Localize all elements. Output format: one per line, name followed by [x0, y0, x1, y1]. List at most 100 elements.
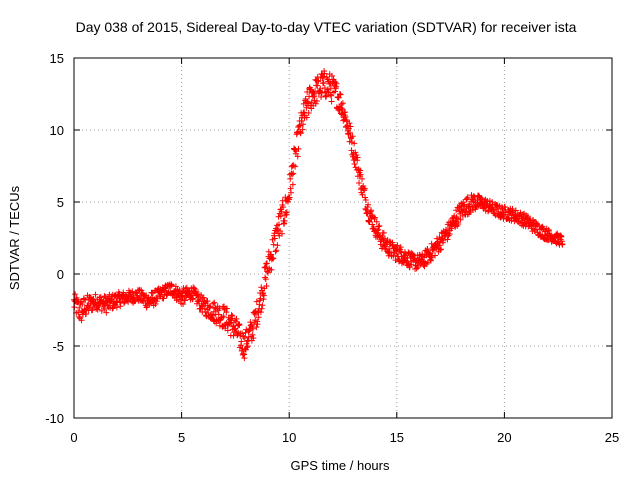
data-point: [207, 303, 214, 310]
data-point: [401, 256, 408, 263]
data-point: [242, 329, 249, 336]
data-point: [394, 250, 401, 257]
data-point: [241, 334, 248, 341]
data-point: [299, 126, 306, 133]
data-point: [294, 153, 301, 160]
data-point: [103, 309, 110, 316]
data-point: [304, 89, 311, 96]
data-point: [272, 248, 279, 255]
data-point: [261, 264, 268, 271]
data-point: [464, 194, 471, 201]
data-point: [268, 251, 275, 258]
y-tick-label: -5: [52, 339, 64, 354]
data-point: [436, 242, 443, 249]
data-point: [423, 260, 430, 267]
data-point: [290, 170, 297, 177]
y-tick-label: -10: [45, 411, 64, 426]
data-point: [318, 89, 325, 96]
data-point: [268, 266, 275, 273]
data-point: [347, 129, 354, 136]
data-point: [349, 133, 356, 140]
data-point: [317, 86, 324, 93]
data-point: [320, 73, 327, 80]
data-point: [297, 130, 304, 137]
x-tick-label: 20: [497, 430, 511, 445]
data-point: [365, 201, 372, 208]
data-point: [524, 213, 531, 220]
data-point: [240, 333, 247, 340]
data-point: [313, 97, 320, 104]
data-point: [125, 298, 132, 305]
data-point: [273, 247, 280, 254]
data-point: [342, 113, 349, 120]
data-point: [354, 154, 361, 161]
data-point: [374, 227, 381, 234]
data-point: [182, 285, 189, 292]
data-point: [308, 99, 315, 106]
data-point: [359, 191, 366, 198]
data-point: [262, 274, 269, 281]
data-point: [210, 300, 217, 307]
data-point: [315, 77, 322, 84]
x-tick-label: 25: [605, 430, 619, 445]
data-point: [303, 114, 310, 121]
data-point: [305, 109, 312, 116]
data-point: [254, 321, 261, 328]
x-tick-label: 0: [70, 430, 77, 445]
x-tick-label: 10: [282, 430, 296, 445]
plot-frame: [73, 57, 613, 419]
data-point: [336, 91, 343, 98]
data-point: [409, 251, 416, 258]
data-point: [292, 163, 299, 170]
y-tick-label: 5: [57, 195, 64, 210]
data-point: [224, 327, 231, 334]
data-point: [338, 110, 345, 117]
data-point: [243, 344, 250, 351]
data-point: [262, 276, 269, 283]
data-point: [428, 254, 435, 261]
data-point: [239, 330, 246, 337]
data-point: [174, 294, 181, 301]
data-point: [512, 207, 519, 214]
data-point: [89, 307, 96, 314]
data-point: [101, 305, 108, 312]
data-point: [180, 301, 187, 308]
data-point: [368, 207, 375, 214]
data-point: [444, 236, 451, 243]
data-point: [238, 338, 245, 345]
data-point: [262, 263, 269, 270]
data-point: [362, 194, 369, 201]
data-point: [98, 307, 105, 314]
data-point: [233, 315, 240, 322]
data-point: [240, 350, 247, 357]
data-point: [429, 253, 436, 260]
data-point: [142, 293, 149, 300]
data-point: [211, 299, 218, 306]
data-point: [228, 319, 235, 326]
data-point: [278, 230, 285, 237]
data-point: [357, 171, 364, 178]
data-point: [289, 181, 296, 188]
data-point: [223, 309, 230, 316]
data-point: [314, 82, 321, 89]
data-point: [347, 123, 354, 130]
data-point: [192, 286, 199, 293]
data-point: [432, 252, 439, 259]
y-tick-label: 15: [50, 51, 64, 66]
data-point: [196, 296, 203, 303]
data-point: [520, 211, 527, 218]
data-point: [437, 246, 444, 253]
data-point: [230, 332, 237, 339]
data-point: [113, 298, 120, 305]
data-point: [171, 288, 178, 295]
data-point: [79, 301, 86, 308]
data-point: [339, 100, 346, 107]
data-point: [280, 204, 287, 211]
y-tick-label: 0: [57, 267, 64, 282]
y-tick-labels: -10 -5 0 5 10 15: [45, 51, 64, 426]
data-point: [328, 98, 335, 105]
data-point: [375, 223, 382, 230]
data-point: [457, 216, 464, 223]
data-point: [394, 242, 401, 249]
data-point: [286, 194, 293, 201]
